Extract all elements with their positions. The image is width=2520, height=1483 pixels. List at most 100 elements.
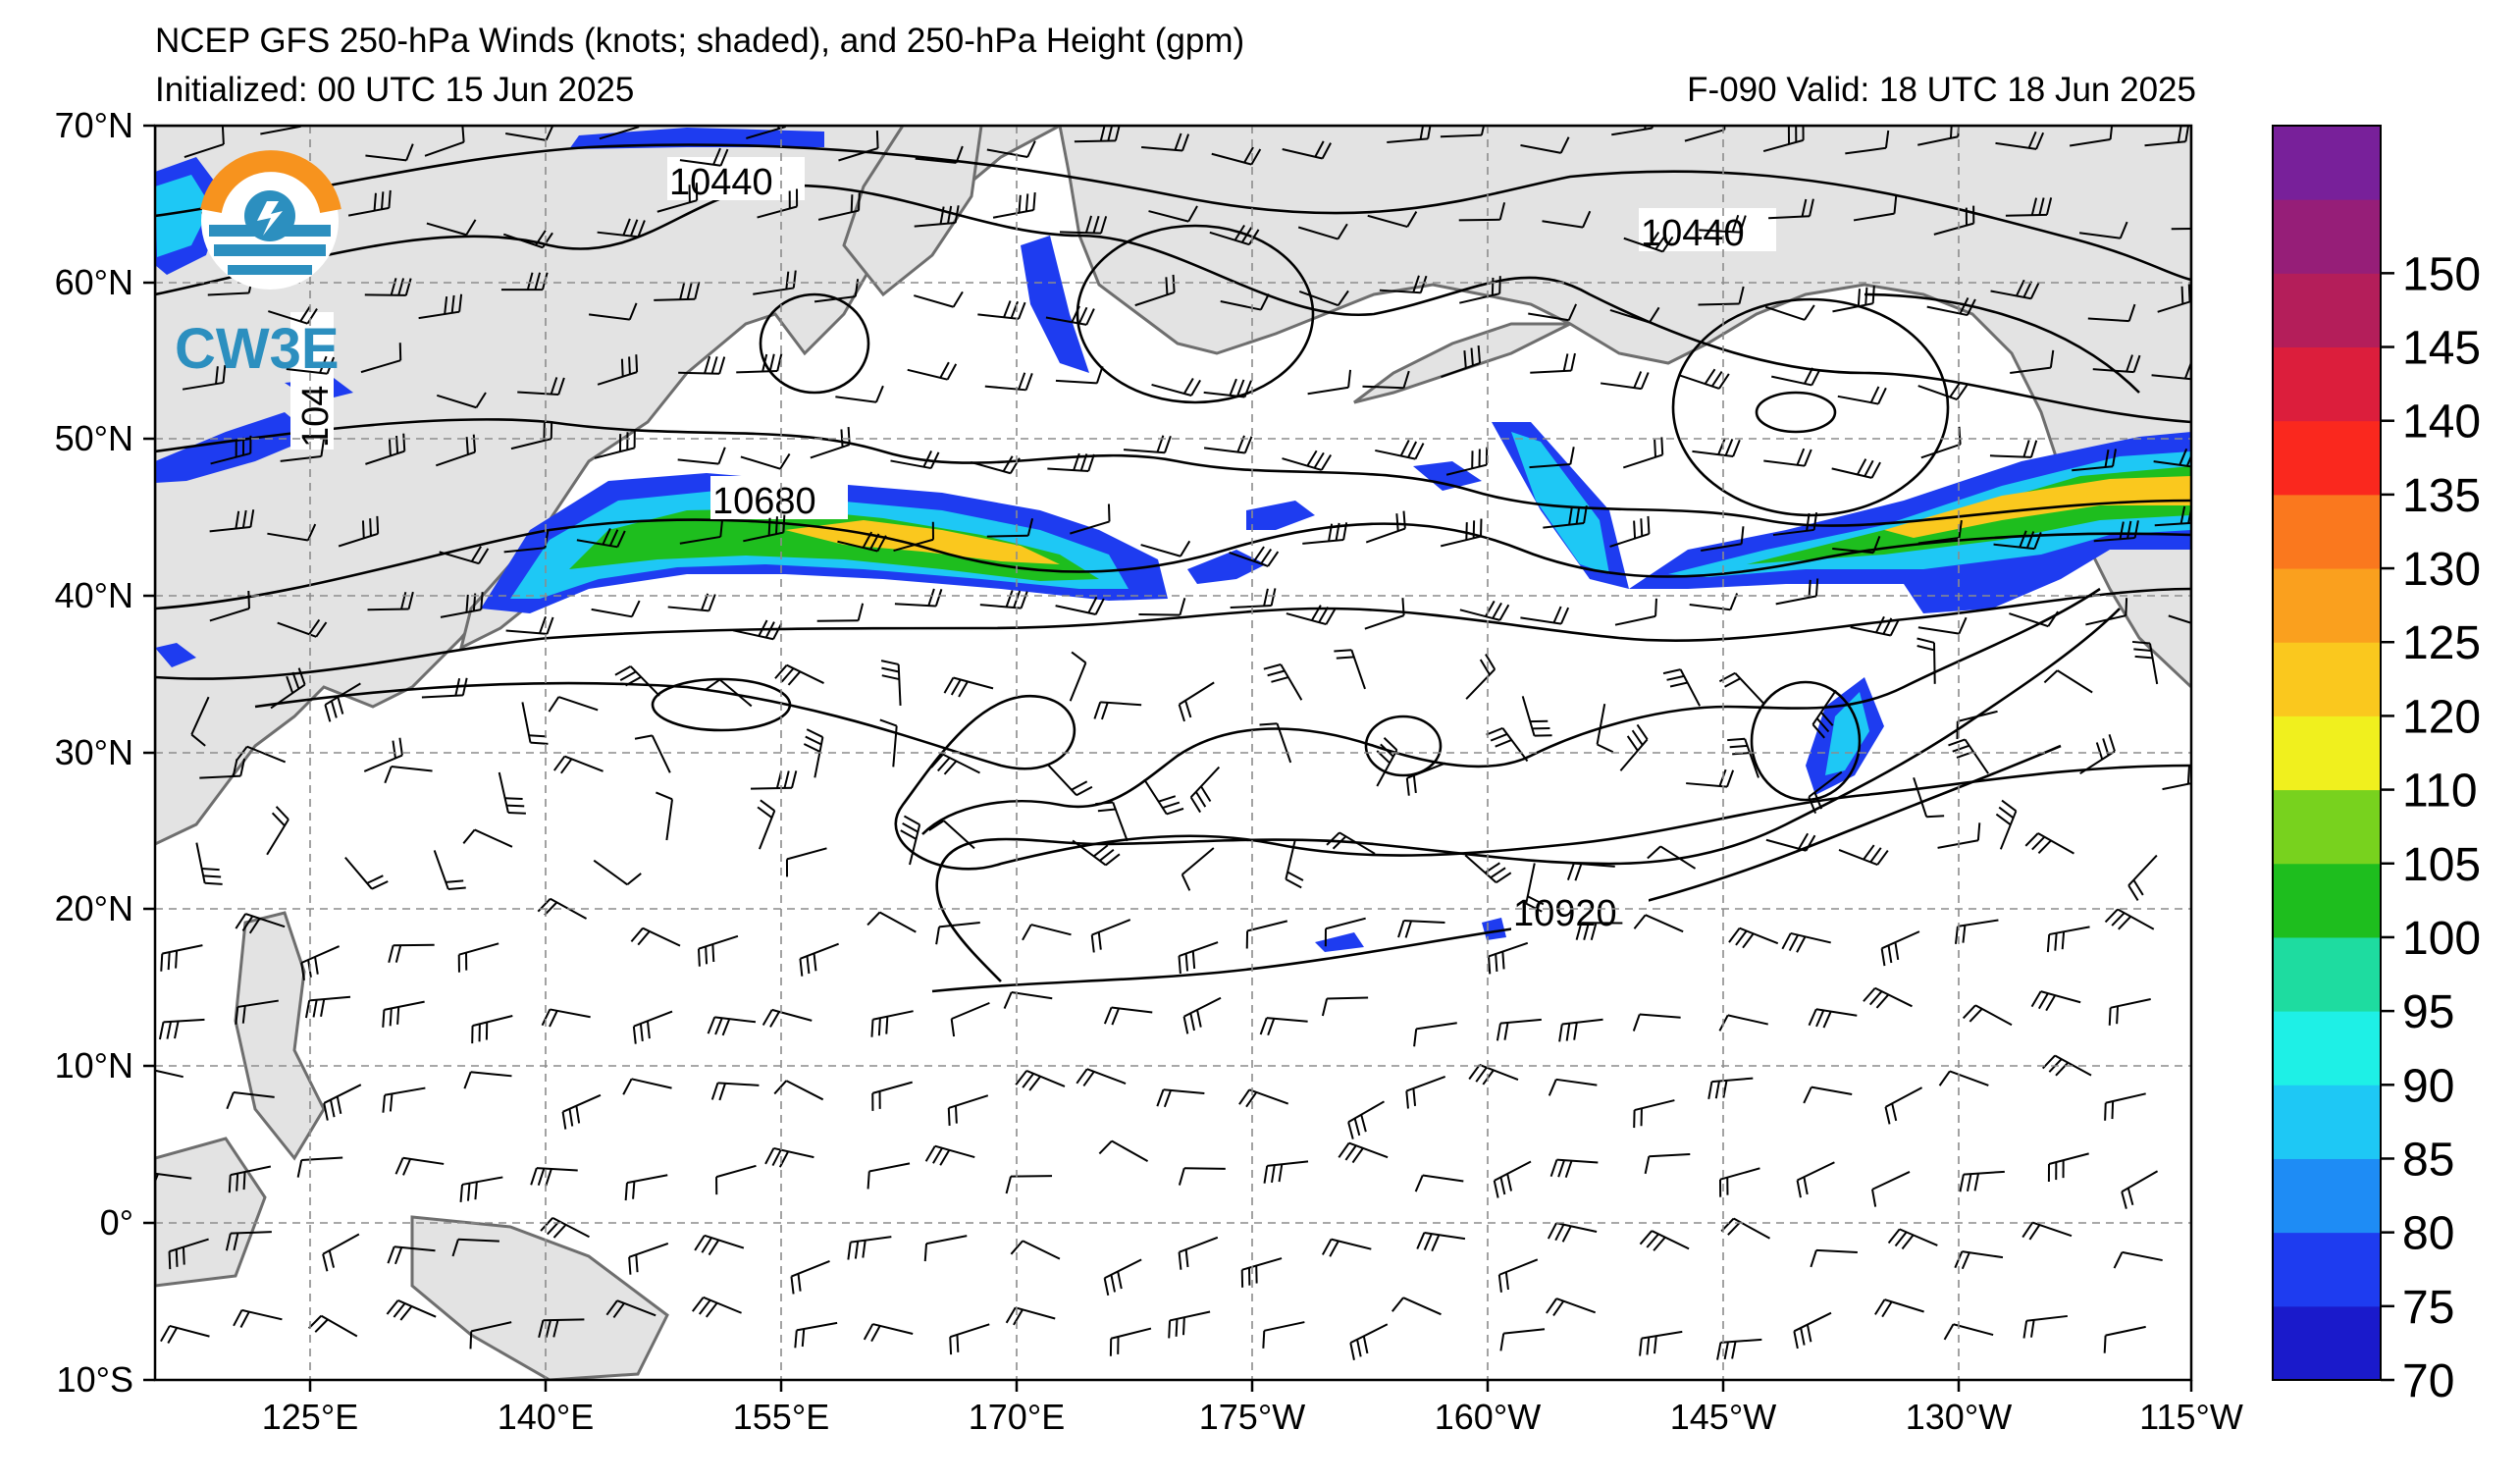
wind-barb	[270, 667, 306, 710]
wind-barb	[757, 799, 776, 850]
wind-barb	[1458, 202, 1506, 222]
wind-barb	[835, 385, 884, 403]
wind-barb	[1109, 1327, 1152, 1356]
wind-barb	[1926, 296, 1976, 317]
wind-barb	[1286, 605, 1337, 626]
wind-barb	[2009, 610, 2059, 628]
wind-barb	[1863, 986, 1913, 1009]
wind-barb	[1808, 770, 1843, 815]
wind-barb	[736, 353, 783, 374]
wind-barb	[155, 1172, 192, 1185]
wind-barb	[1874, 1298, 1924, 1318]
wind-barb	[943, 676, 994, 698]
wind-barb	[1803, 1086, 1853, 1104]
wind-barb	[1151, 377, 1202, 397]
wind-barb	[1962, 1004, 2013, 1027]
wind-barb	[1768, 198, 1814, 220]
new-guinea	[410, 1215, 669, 1380]
lat-label: 40°N	[55, 575, 133, 615]
wind-barb	[866, 1162, 911, 1190]
wind-barb	[155, 1069, 184, 1079]
wind-barb	[1765, 832, 1816, 852]
wind-barb	[630, 927, 681, 947]
wind-barb	[365, 433, 406, 465]
wind-barb	[950, 1001, 990, 1037]
wind-barb	[1692, 438, 1741, 457]
wind-barb	[803, 728, 824, 778]
wind-barb	[773, 1080, 824, 1101]
wind-barb	[1178, 1236, 1219, 1270]
wind-barb	[1338, 1141, 1389, 1164]
wind-barb	[761, 1008, 813, 1028]
wind-barb	[1639, 1230, 1690, 1251]
wind-barb	[226, 1091, 275, 1110]
colorbar-label: 150	[2402, 248, 2481, 300]
wind-barb	[1698, 286, 1745, 306]
wind-barb	[363, 737, 403, 772]
wind-barb	[1047, 452, 1095, 472]
wind-barb	[1459, 276, 1501, 304]
wind-barb	[387, 1245, 436, 1265]
wind-barb	[1148, 205, 1198, 223]
wind-barb	[2144, 126, 2190, 147]
wind-barb	[1718, 1167, 1760, 1197]
wind-barb	[923, 1235, 968, 1262]
wind-barb	[1716, 1338, 1762, 1360]
wind-barb	[184, 127, 225, 158]
wind-barb	[1076, 1068, 1127, 1087]
wind-barb	[591, 600, 641, 618]
wind-barb	[1365, 510, 1406, 544]
lat-label: 30°N	[55, 732, 133, 772]
wind-barb	[2047, 1152, 2089, 1182]
colorbar-label: 95	[2402, 986, 2454, 1038]
colorbar-label: 120	[2402, 691, 2481, 743]
wind-barb	[1543, 505, 1588, 529]
lon-axis: 125°E 140°E 155°E 170°E 175°W 160°W 145°…	[262, 1380, 2243, 1437]
wind-barb	[2072, 449, 2117, 472]
wind-barb	[1263, 1160, 1309, 1184]
wind-barb	[1775, 578, 1819, 606]
lat-label: 0°	[100, 1202, 133, 1243]
map-area: 10440 10440 104 10680 10920	[155, 126, 2191, 1380]
wind-barb	[1995, 799, 2018, 850]
wind-barb	[594, 430, 636, 459]
wind-barb	[817, 192, 861, 221]
wind-barb	[1168, 1310, 1211, 1339]
wind-barb	[1781, 931, 1831, 953]
colorbar-label: 75	[2402, 1282, 2454, 1334]
wind-barb	[209, 509, 255, 533]
colorbar-box	[2273, 789, 2381, 865]
wind-barb	[915, 145, 964, 164]
colorbar-box	[2273, 494, 2381, 569]
wind-barb	[1989, 440, 2038, 458]
wind-barb	[1990, 279, 2040, 300]
wind-barb	[1347, 1100, 1385, 1139]
wind-barb	[1728, 927, 1779, 949]
wind-barb	[1993, 530, 2042, 551]
wind-barb	[715, 1164, 757, 1195]
lon-label: 115°W	[2139, 1397, 2243, 1437]
wind-barb	[210, 435, 252, 465]
wind-barb	[2121, 1170, 2159, 1209]
wind-barb	[505, 615, 554, 635]
wind-barb	[235, 913, 286, 934]
wind-barb	[1609, 515, 1651, 548]
wind-barb	[914, 291, 964, 308]
wind-barb	[1699, 214, 1747, 234]
wind-barb	[1917, 520, 1963, 545]
wind-barb	[1575, 922, 1623, 940]
wind-barb	[1178, 681, 1215, 722]
wind-barb	[2030, 990, 2081, 1012]
wind-barb	[1916, 637, 1936, 684]
colorbar-label: 140	[2402, 397, 2481, 449]
wind-barb	[707, 1016, 757, 1036]
wind-barb	[1832, 286, 1875, 313]
lon-label: 175°W	[1199, 1397, 1305, 1437]
wind-barb	[949, 1323, 990, 1355]
wind-barb	[1808, 1008, 1858, 1029]
wind-barb	[367, 591, 414, 611]
colorbar-box	[2273, 273, 2381, 348]
wind-barb	[360, 343, 402, 374]
wind-barb	[2043, 669, 2093, 694]
wind-barb	[286, 355, 336, 375]
